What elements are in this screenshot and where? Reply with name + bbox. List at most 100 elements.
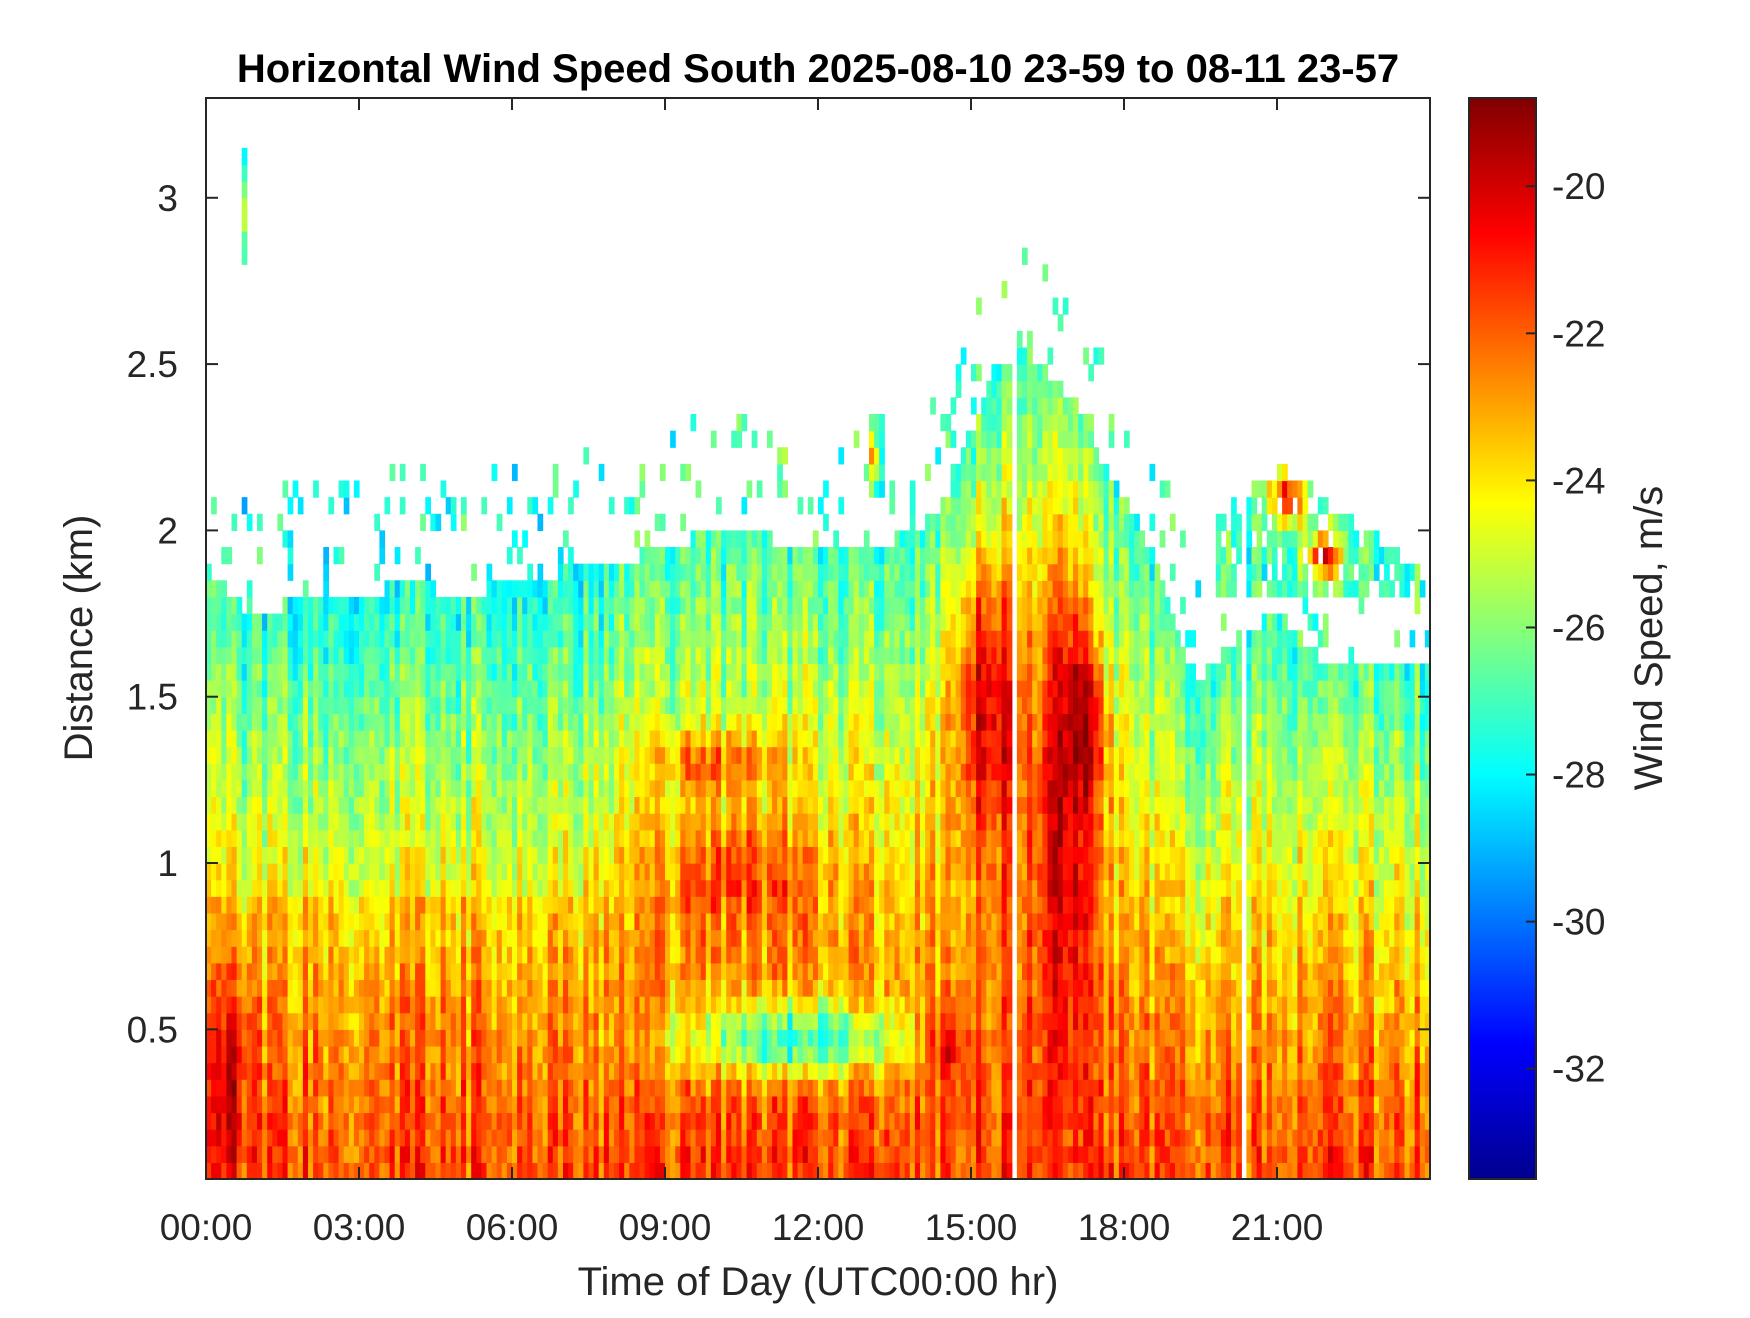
heatmap-cell — [501, 879, 508, 897]
heatmap-cell — [685, 796, 692, 814]
heatmap-cell — [756, 530, 763, 548]
heatmap-cell — [736, 846, 743, 864]
heatmap-cell — [761, 929, 768, 947]
heatmap-cell — [389, 979, 396, 997]
heatmap-cell — [440, 962, 447, 981]
heatmap-cell — [272, 846, 278, 864]
heatmap-cell — [547, 1112, 554, 1130]
heatmap-cell — [853, 979, 860, 997]
heatmap-cell — [858, 1045, 865, 1064]
heatmap-cell — [328, 879, 335, 897]
heatmap-cell — [710, 896, 717, 914]
heatmap-cell — [282, 912, 289, 931]
heatmap-cell — [634, 763, 641, 781]
heatmap-cell — [838, 979, 845, 997]
heatmap-cell — [512, 663, 518, 681]
heatmap-cell — [374, 1079, 380, 1097]
heatmap-cell — [440, 596, 447, 615]
heatmap-cell — [527, 729, 533, 748]
heatmap-cell — [823, 696, 829, 714]
heatmap-cell — [501, 580, 508, 598]
heatmap-cell — [313, 680, 319, 698]
heatmap-cell — [874, 829, 880, 847]
heatmap-cell — [461, 813, 467, 831]
heatmap-cell — [710, 829, 717, 847]
heatmap-cell — [552, 829, 559, 847]
heatmap-cell — [389, 1112, 396, 1130]
heatmap-cell — [874, 1045, 880, 1064]
heatmap-cell — [476, 829, 482, 847]
heatmap-cell — [486, 630, 493, 648]
heatmap-cell — [705, 746, 712, 764]
heatmap-cell — [670, 1129, 676, 1147]
heatmap-cell — [455, 929, 462, 947]
heatmap-cell — [654, 1079, 661, 1097]
heatmap-cell — [598, 1162, 605, 1179]
heatmap-cell — [221, 680, 227, 698]
heatmap-cell — [496, 929, 503, 947]
heatmap-cell — [542, 996, 549, 1014]
heatmap-cell — [787, 896, 794, 914]
heatmap-cell — [461, 630, 467, 648]
heatmap-cell — [216, 946, 222, 964]
heatmap-cell — [802, 746, 809, 764]
heatmap-cell — [751, 996, 758, 1014]
heatmap-cell — [608, 1112, 615, 1130]
heatmap-cell — [246, 680, 253, 698]
heatmap-cell — [251, 663, 258, 681]
heatmap-cell — [410, 1079, 416, 1097]
heatmap-cell — [670, 547, 676, 565]
heatmap-cell — [262, 896, 268, 914]
heatmap-cell — [705, 530, 712, 548]
heatmap-cell — [675, 1129, 681, 1147]
heatmap-cell — [542, 1145, 549, 1163]
heatmap-cell — [828, 646, 834, 665]
heatmap-cell — [629, 1079, 635, 1097]
heatmap-cell — [287, 729, 294, 748]
heatmap-cell — [807, 746, 814, 764]
heatmap-cell — [716, 1112, 722, 1130]
heatmap-cell — [777, 813, 783, 831]
heatmap-cell — [491, 696, 498, 714]
heatmap-cell — [430, 879, 437, 897]
heatmap-cell — [506, 729, 513, 748]
heatmap-cell — [542, 863, 549, 881]
heatmap-cell — [374, 630, 380, 648]
heatmap-cell — [425, 796, 431, 814]
heatmap-cell — [614, 896, 620, 914]
heatmap-cell — [522, 896, 528, 914]
heatmap-cell — [848, 962, 855, 981]
heatmap-cell — [440, 1062, 447, 1080]
heatmap-cell — [680, 713, 686, 731]
heatmap-cell — [517, 729, 523, 748]
heatmap-cell — [695, 663, 702, 681]
heatmap-cell — [399, 863, 406, 881]
heatmap-cell — [389, 1095, 396, 1114]
heatmap-cell — [496, 962, 503, 981]
heatmap-cell — [614, 746, 620, 764]
heatmap-cell — [251, 813, 258, 831]
heatmap-cell — [741, 996, 748, 1014]
heatmap-cell — [369, 863, 375, 881]
heatmap-cell — [710, 613, 717, 631]
heatmap-cell — [471, 1145, 477, 1163]
heatmap-cell — [547, 630, 554, 648]
heatmap-cell — [527, 1129, 533, 1147]
heatmap-cell — [690, 929, 697, 947]
heatmap-cell — [614, 580, 620, 598]
heatmap-cell — [629, 1129, 635, 1147]
heatmap-cell — [216, 1095, 222, 1114]
heatmap-cell — [522, 613, 528, 631]
heatmap-cell — [522, 630, 528, 648]
heatmap-cell — [491, 1162, 498, 1179]
heatmap-cell — [634, 1079, 641, 1097]
heatmap-cell — [751, 796, 758, 814]
heatmap-cell — [731, 879, 737, 897]
heatmap-cell — [568, 796, 574, 814]
heatmap-cell — [654, 547, 661, 565]
heatmap-cell — [246, 596, 253, 615]
heatmap-cell — [522, 663, 528, 681]
heatmap-cell — [818, 680, 824, 698]
heatmap-cell — [654, 863, 661, 881]
heatmap-cell — [578, 846, 584, 864]
